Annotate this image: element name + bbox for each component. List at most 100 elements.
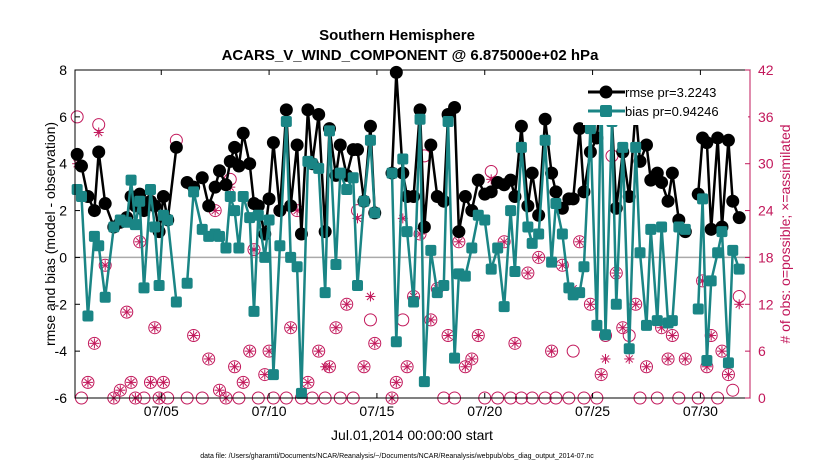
rmse-marker	[363, 119, 377, 133]
rmse-marker	[284, 199, 298, 213]
bias-marker	[162, 214, 174, 226]
obs-possible-marker	[312, 344, 326, 358]
bias-marker	[418, 376, 430, 388]
obs-possible-marker	[363, 313, 377, 327]
bias-marker	[546, 256, 558, 268]
obs-assimilated-marker	[585, 299, 596, 310]
obs-assimilated-marker	[244, 346, 255, 357]
y2-tick-label: 6	[758, 343, 766, 359]
legend-rmse-marker	[599, 85, 613, 99]
rmse-marker	[389, 65, 403, 79]
bias-marker	[492, 242, 504, 254]
x-tick-label: 07/30	[683, 403, 718, 419]
rmse-marker	[417, 220, 431, 234]
bias-marker	[125, 174, 137, 186]
bias-marker	[515, 141, 527, 153]
bias-marker	[574, 287, 586, 299]
obs-assimilated-marker	[238, 377, 249, 388]
rmse-marker	[655, 175, 669, 189]
obs-possible-marker	[424, 313, 438, 327]
obs-assimilated-marker	[89, 338, 100, 349]
rmse-marker	[228, 140, 242, 154]
bias-marker	[323, 125, 335, 137]
rmse-marker	[484, 185, 498, 199]
obs-possible-marker	[678, 352, 692, 366]
obs-possible-marker	[389, 375, 403, 389]
rmse-marker	[521, 199, 535, 213]
y-tick-label: -2	[55, 296, 68, 312]
obs-possible-marker	[70, 110, 84, 124]
obs-assimilated-marker	[203, 353, 214, 364]
bias-marker	[229, 205, 241, 217]
y2-tick-label: 24	[758, 203, 774, 219]
bias-marker	[697, 193, 709, 205]
bias-marker	[449, 352, 461, 364]
rmse-marker	[212, 164, 226, 178]
bias-marker	[263, 214, 275, 226]
chart-title-line1: Southern Hemisphere	[319, 27, 475, 44]
obs-possible-marker	[521, 266, 535, 280]
obs-possible-marker	[400, 360, 414, 374]
y-tick-label: 4	[59, 156, 67, 172]
rmse-marker	[424, 138, 438, 152]
obs-possible-marker	[156, 375, 170, 389]
obs-possible-marker	[284, 321, 298, 335]
y2-axis-label: # of obs: o=possible; ×=assimilated	[777, 124, 793, 343]
rmse-marker	[202, 199, 216, 213]
y-tick-label: 0	[59, 249, 67, 265]
bias-marker	[213, 230, 225, 242]
rmse-marker	[525, 166, 539, 180]
obs-possible-marker	[81, 375, 95, 389]
obs-assimilated-marker	[145, 377, 156, 388]
bias-marker	[509, 265, 521, 277]
bias-marker	[248, 305, 260, 317]
rmse-marker	[471, 173, 485, 187]
rmse-marker	[704, 222, 718, 236]
obs-assimilated-marker	[574, 236, 585, 247]
obs-assimilated-marker	[624, 353, 635, 364]
obs-assimilated-marker	[214, 385, 225, 396]
y-tick-label: -6	[55, 390, 68, 406]
obs-possible-marker	[721, 368, 735, 382]
obs-possible-marker	[98, 258, 112, 272]
rmse-marker	[661, 194, 675, 208]
obs-assimilated-marker	[716, 346, 727, 357]
obs-possible-marker	[368, 336, 382, 350]
obs-possible-marker	[113, 383, 127, 397]
bias-marker	[645, 223, 657, 235]
obs-assimilated-marker	[324, 361, 335, 372]
rmse-marker	[566, 192, 580, 206]
rmse-marker	[545, 166, 559, 180]
obs-assimilated-marker	[734, 299, 745, 310]
rmse-marker	[448, 100, 462, 114]
bias-marker	[485, 263, 497, 275]
bias-marker	[498, 301, 510, 313]
rmse-marker	[351, 143, 365, 157]
bias-marker	[138, 282, 150, 294]
bias-marker	[550, 198, 562, 210]
bias-marker	[408, 296, 420, 308]
bias-marker	[134, 195, 146, 207]
chart-title-line2: ACARS_V_WIND_COMPONENT @ 6.875000e+02 hP…	[222, 47, 600, 64]
rmse-marker	[312, 108, 326, 122]
rmse-marker	[711, 131, 725, 145]
obs-assimilated-marker	[453, 236, 464, 247]
bias-marker	[556, 228, 568, 240]
obs-assimilated-marker	[285, 322, 296, 333]
obs-assimilated-marker	[723, 369, 734, 380]
obs-assimilated-marker	[365, 291, 376, 302]
bias-marker	[479, 214, 491, 226]
rmse-marker	[437, 194, 451, 208]
obs-possible-marker	[228, 360, 242, 374]
bias-marker	[623, 343, 635, 355]
y2-tick-label: 30	[758, 156, 774, 172]
rmse-marker	[333, 138, 347, 152]
rmse-marker	[232, 159, 246, 173]
bias-marker	[401, 226, 413, 238]
bias-marker	[369, 207, 381, 219]
obs-assimilated-marker	[391, 377, 402, 388]
rmse-marker	[514, 119, 528, 133]
y2-tick-label: 0	[758, 390, 766, 406]
bias-marker	[414, 113, 426, 125]
rmse-marker	[251, 199, 265, 213]
